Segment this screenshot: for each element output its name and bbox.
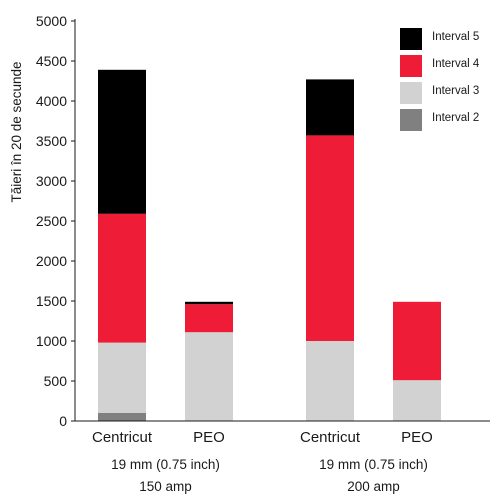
bars-layer xyxy=(98,69,441,421)
category-label: PEO xyxy=(401,429,433,446)
group-label-line2: 150 amp xyxy=(139,479,192,494)
legend: Interval 5 Interval 4 Interval 3 Interval 2 xyxy=(400,28,480,131)
group-label-line1: 19 mm (0.75 inch) xyxy=(319,457,428,472)
y-axis-label: Tăieri în 20 de secunde xyxy=(9,61,24,202)
legend-swatch xyxy=(400,28,422,50)
y-tick-label: 4000 xyxy=(36,93,67,109)
category-label: PEO xyxy=(193,429,225,446)
bar-segment-interval-3-cat-1 xyxy=(185,332,233,421)
category-label: Centricut xyxy=(300,429,361,446)
y-tick-label: 1500 xyxy=(36,293,67,309)
axes-layer xyxy=(71,19,490,422)
bar-segment-interval-5-cat-1 xyxy=(185,301,233,305)
bar-segment-interval-4-cat-3 xyxy=(393,301,441,381)
bar-segment-interval-2-cat-0 xyxy=(98,413,146,421)
bar-segment-interval-3-cat-0 xyxy=(98,342,146,413)
y-tick-label: 0 xyxy=(59,413,67,429)
bar-segment-interval-5-cat-0 xyxy=(98,69,146,214)
legend-swatch xyxy=(400,109,422,131)
legend-swatch xyxy=(400,82,422,104)
legend-label: Interval 3 xyxy=(432,85,479,97)
legend-swatch xyxy=(400,55,422,77)
y-tick-label: 3500 xyxy=(36,133,67,149)
bar-segment-interval-3-cat-2 xyxy=(306,341,354,421)
y-tick-label: 2500 xyxy=(36,213,67,229)
legend-label: Interval 2 xyxy=(432,112,479,124)
bar-segment-interval-4-cat-0 xyxy=(98,213,146,343)
y-tick-label: 1000 xyxy=(36,333,67,349)
legend-label: Interval 4 xyxy=(432,58,480,70)
legend-label: Interval 5 xyxy=(432,31,479,43)
category-labels: Centricut PEO Centricut PEO xyxy=(92,429,433,446)
group-labels: 19 mm (0.75 inch) 150 amp 19 mm (0.75 inch… xyxy=(111,457,428,494)
y-tick-label: 4500 xyxy=(36,53,67,69)
bar-segment-interval-4-cat-1 xyxy=(185,304,233,333)
y-tick-label: 2000 xyxy=(36,253,67,269)
y-tick-labels: 0 500 1000 1500 2000 2500 3000 3500 4000 4500 5000 xyxy=(36,13,67,429)
y-tick-label: 500 xyxy=(44,373,68,389)
bar-segment-interval-3-cat-3 xyxy=(393,380,441,421)
bar-segment-interval-4-cat-2 xyxy=(306,135,354,341)
group-label-line2: 200 amp xyxy=(347,479,400,494)
group-label-line1: 19 mm (0.75 inch) xyxy=(111,457,220,472)
y-tick-label: 3000 xyxy=(36,173,67,189)
category-label: Centricut xyxy=(92,429,153,446)
y-tick-label: 5000 xyxy=(36,13,67,29)
bar-segment-interval-5-cat-2 xyxy=(306,79,354,136)
